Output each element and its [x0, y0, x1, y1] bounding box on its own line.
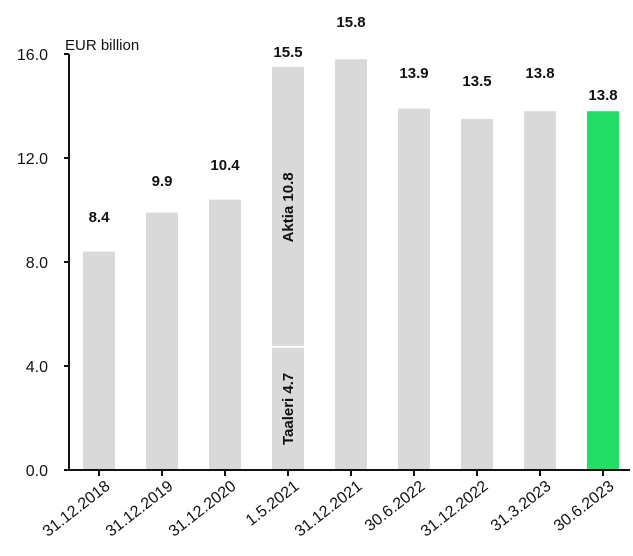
bar — [83, 251, 115, 470]
bar-segment-label: Taaleri 4.7 — [280, 373, 297, 445]
bar-value-label: 10.4 — [210, 157, 240, 174]
bar — [335, 59, 367, 470]
y-tick-label: 8.0 — [26, 255, 48, 272]
bar — [398, 108, 430, 470]
y-tick-label: 0.0 — [26, 463, 48, 480]
bar-segment-label: Aktia 10.8 — [280, 172, 297, 242]
bar-value-label: 9.9 — [152, 173, 173, 190]
segment-labels-group: Taaleri 4.7 Aktia 10.8 — [280, 172, 297, 445]
y-tick-label: 4.0 — [26, 359, 48, 376]
bar — [587, 111, 619, 470]
x-tick-label: 31.12.2019 — [103, 478, 177, 541]
x-tick-label: 31.12.2022 — [418, 478, 492, 541]
bar-value-label: 13.8 — [588, 87, 617, 104]
value-labels-group: 8.4 9.9 10.4 15.5 15.8 13.9 13.5 13.8 13.8 — [89, 14, 618, 226]
bar — [209, 199, 241, 470]
x-tick-label: 30.6.2023 — [551, 478, 618, 535]
bar-segment — [272, 67, 304, 346]
bar-value-label: 15.8 — [336, 14, 365, 31]
bar-value-label: 15.5 — [273, 44, 302, 61]
bar — [524, 111, 556, 470]
x-tick-label: 31.3.2023 — [488, 478, 555, 535]
bar-value-label: 8.4 — [89, 209, 111, 226]
x-tick-label: 1.5.2021 — [243, 478, 303, 530]
y-ticks-group: 0.0 4.0 8.0 12.0 16.0 — [17, 47, 69, 480]
bar-value-label: 13.9 — [399, 65, 428, 82]
x-tick-label: 31.12.2021 — [292, 478, 366, 541]
bar — [146, 212, 178, 470]
x-tick-label: 31.12.2018 — [40, 478, 114, 541]
bars-group — [83, 59, 619, 470]
y-tick-label: 12.0 — [17, 151, 48, 168]
bar-segment — [272, 347, 304, 470]
x-tick-label: 31.12.2020 — [166, 478, 240, 541]
y-tick-label: 16.0 — [17, 47, 48, 64]
bar — [461, 119, 493, 470]
bar-value-label: 13.5 — [462, 73, 491, 90]
bar-value-label: 13.8 — [525, 65, 554, 82]
y-axis-unit-label: EUR billion — [65, 37, 139, 54]
